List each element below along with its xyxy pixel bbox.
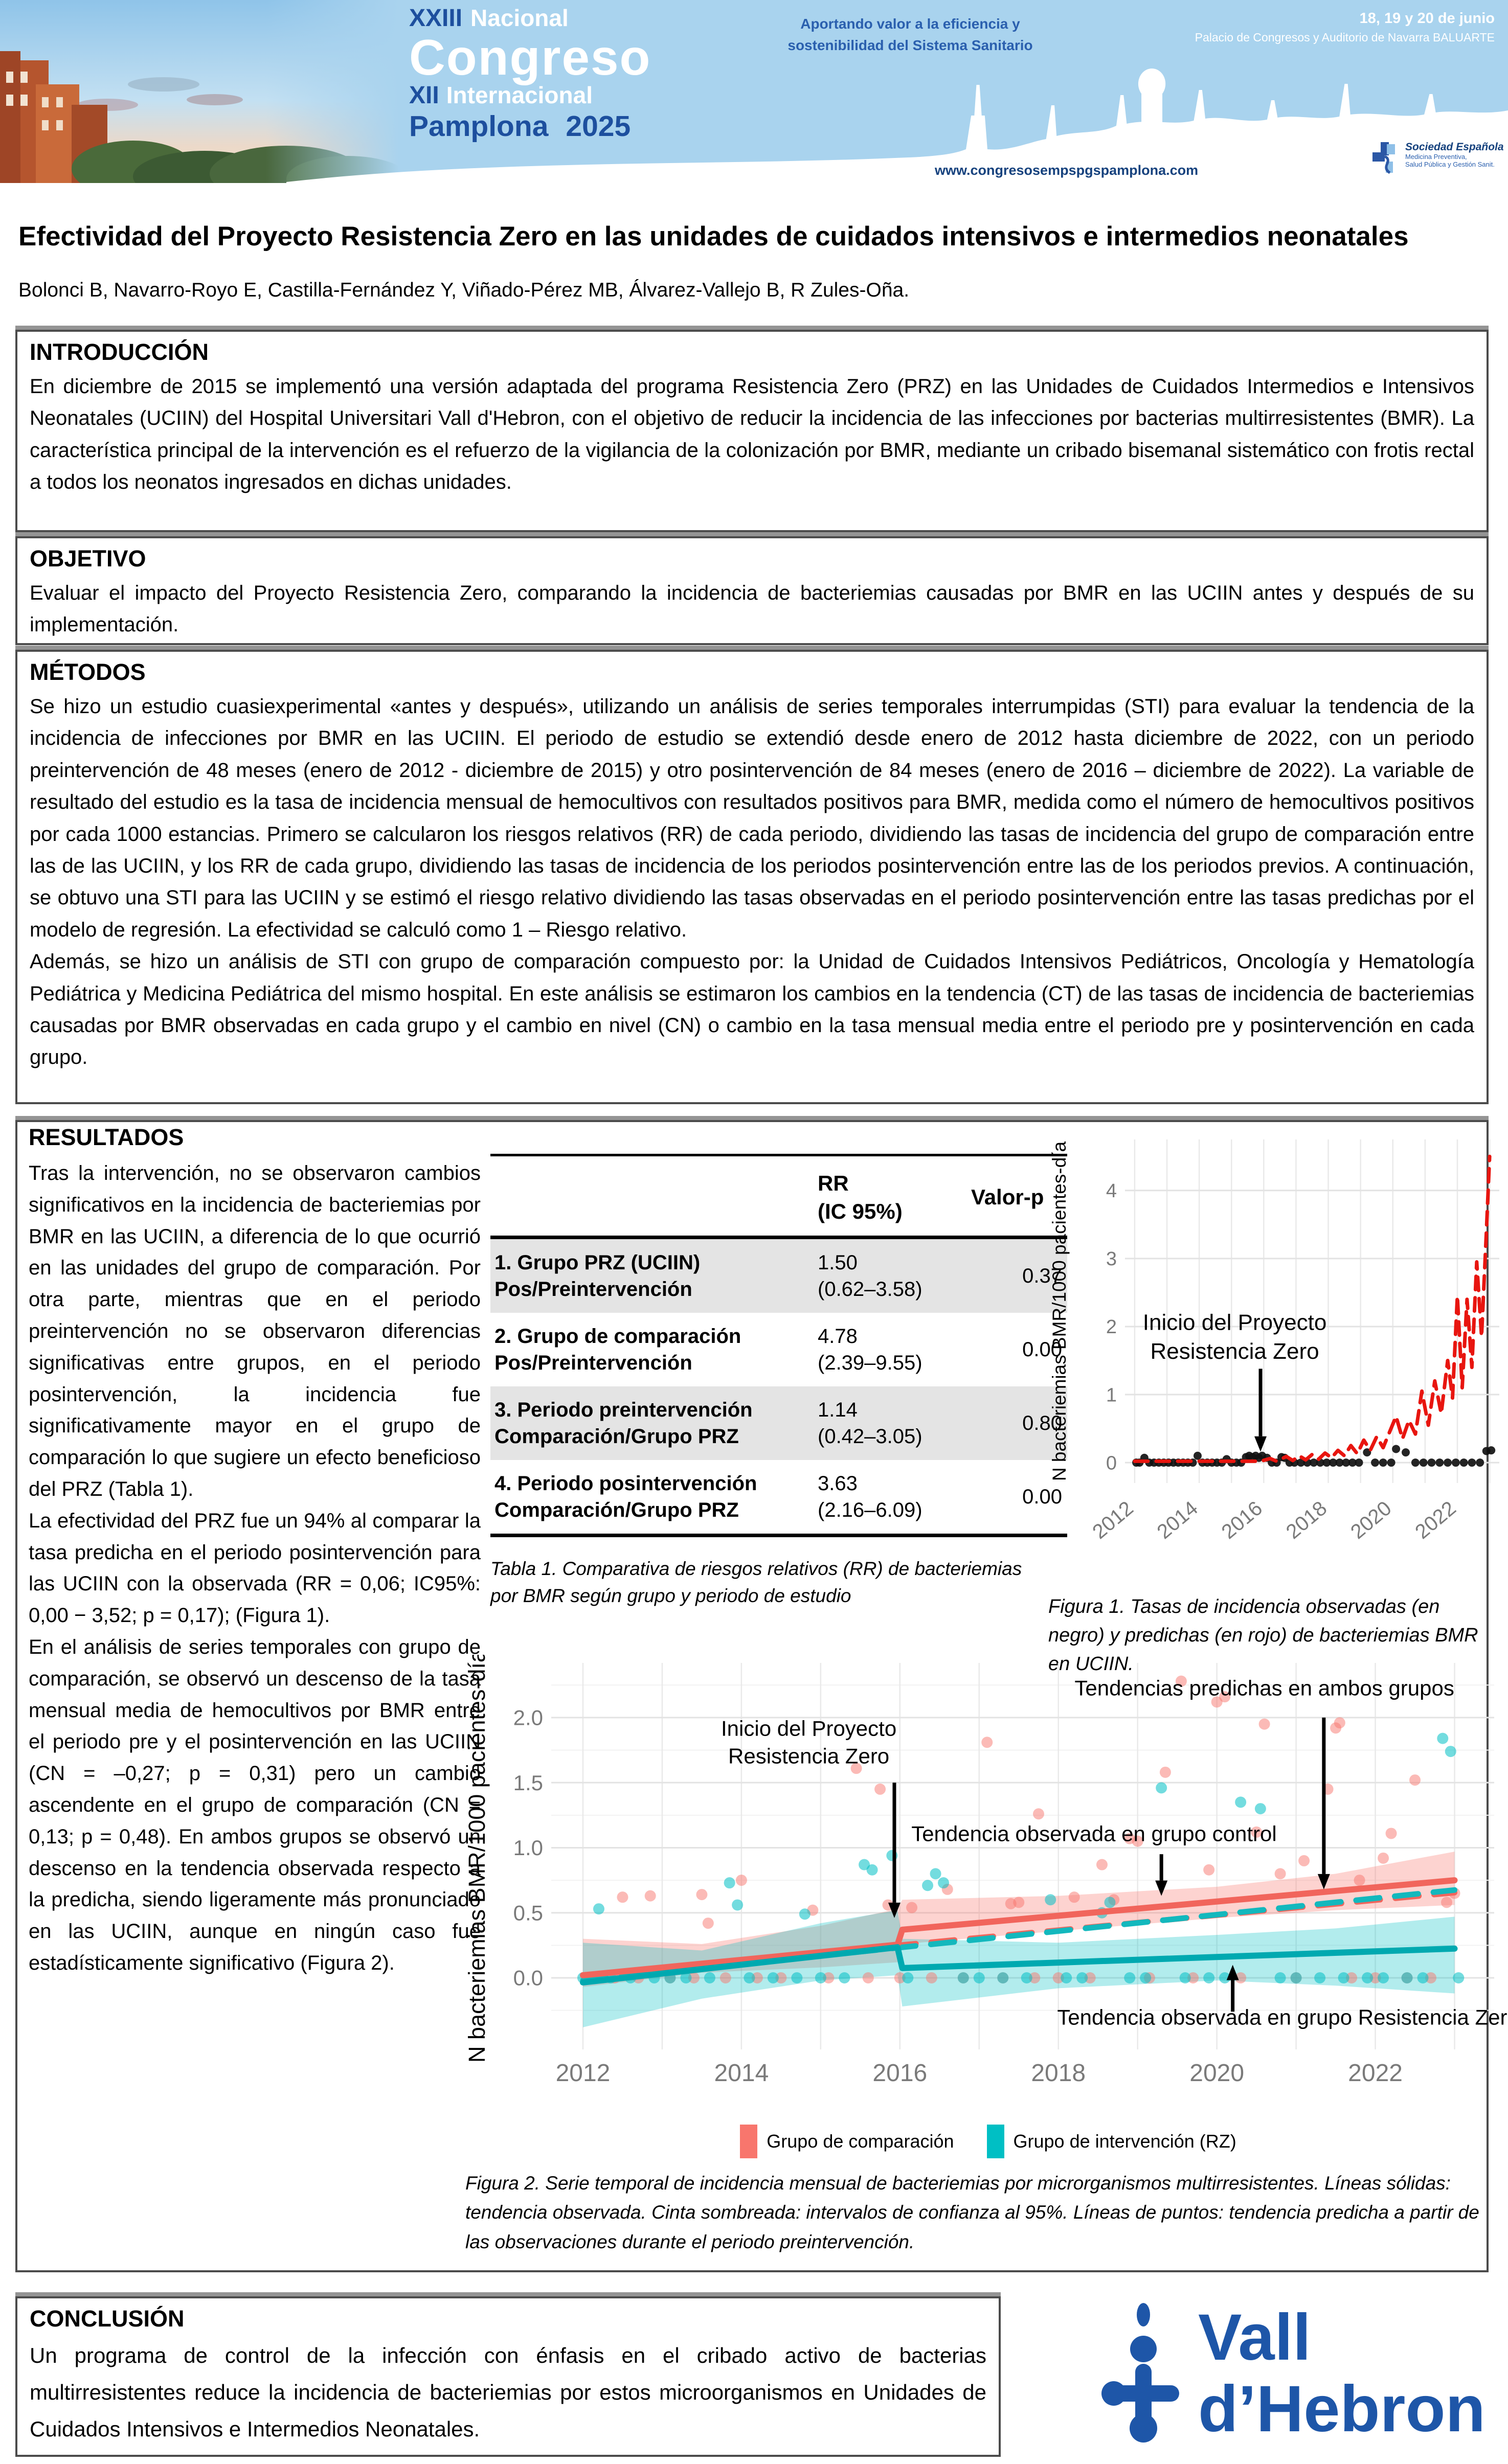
congress-tagline: Aportando valor a la eficiencia y sosten… [787,16,1033,53]
svg-text:1: 1 [1106,1384,1117,1406]
section-resultados: RESULTADOS Tras la intervención, no se o… [15,1120,1508,2272]
table-row: 1. Grupo PRZ (UCIIN) Pos/Preintervención … [490,1239,1067,1313]
legend-item-intervencion: Grupo de intervención (RZ) [986,2125,1236,2158]
figure-1: 0 1 2 3 4 2012 2014 2016 2018 2020 2022 Inicio del … [1048,1125,1508,1679]
legend-swatch-comparacion [740,2125,758,2158]
svg-text:2018: 2018 [1282,1497,1331,1543]
resultados-paragraph-3: En el análisis de series temporales con … [29,1635,481,1974]
vall-dhebron-logo: Vall d’Hebron [1101,2301,1486,2443]
congress-logo: XXIII Nacional Congreso XII Internacional … [409,6,651,141]
svg-text:2012: 2012 [556,2060,611,2087]
section-introduccion: INTRODUCCIÓN En diciembre de 2015 se imp… [15,330,1489,532]
resultados-text-column: Tras la intervención, no se observaron c… [29,1158,481,1979]
section-heading: OBJETIVO [30,545,146,572]
table-1-caption: Tabla 1. Comparativa de riesgos relativo… [490,1558,1022,1606]
table-row: 3. Periodo preintervención Comparación/Gr… [490,1386,1067,1461]
svg-text:0: 0 [1106,1452,1117,1474]
svg-text:Inicio del Proyecto: Inicio del Proyecto [721,1717,896,1741]
resultados-paragraph-1: Tras la intervención, no se observaron c… [29,1162,481,1500]
figure-1-chart: 0 1 2 3 4 2012 2014 2016 2018 2020 2022 Inicio del … [1049,1139,1499,1543]
logo-text-line1: Vall [1198,2301,1311,2374]
figure-1-caption: Figura 1. Tasas de incidencia observadas… [1048,1596,1478,1675]
objetivo-text: Evaluar el impacto del Proyecto Resisten… [30,582,1474,636]
section-metodos: MÉTODOS Se hizo un estudio cuasiexperime… [15,650,1489,1104]
svg-text:2022: 2022 [1411,1497,1460,1543]
legend-swatch-intervencion [986,2125,1004,2158]
skyline-silhouette-graphic [880,69,1508,183]
poster-authors: Bolonci B, Navarro-Royo E, Castilla-Fern… [18,279,910,301]
table-row: 2. Grupo de comparación Pos/Preintervenci… [494,1325,1062,1375]
table-1: RR (IC 95%) Valor-p 1. Grupo PRZ (UCIIN) P… [490,1154,1067,1538]
svg-text:2018: 2018 [1031,2060,1086,2087]
table-row: 4. Periodo posintervención Comparación/Gr… [490,1460,1067,1538]
poster-title: Efectividad del Proyecto Resistencia Zer… [18,221,1409,252]
legend-item-comparacion: Grupo de comparación [740,2125,954,2158]
congress-edition-national: XXIII Nacional [409,5,569,32]
section-heading: INTRODUCCIÓN [30,339,209,365]
svg-text:3: 3 [1106,1248,1117,1270]
section-heading: RESULTADOS [29,1124,184,1150]
metodos-paragraph-2: Además, se hizo un análisis de STI con g… [30,950,1474,1069]
section-heading: CONCLUSIÓN [30,2306,185,2332]
svg-text:2014: 2014 [1153,1497,1202,1543]
congress-banner: XXIII Nacional Congreso XII Internacional … [0,0,1508,183]
svg-text:2016: 2016 [1218,1497,1267,1543]
section-conclusion: CONCLUSIÓN Un programa de control de la … [15,2296,1001,2457]
table-header-row: RR (IC 95%) Valor-p [490,1156,1067,1240]
svg-text:N bacteriemias BMR/1000 pacien: N bacteriemias BMR/1000 pacientes-día [465,1655,490,2063]
logo-text-line2: d’Hebron [1198,2372,1486,2443]
svg-text:Tendencia observada en grupo c: Tendencia observada en grupo control [911,1822,1277,1846]
congress-city-year: Pamplona 2025 [409,109,631,143]
sempspgs-logo: Sociedad Española Medicina Preventiva, S… [1371,141,1504,178]
figure-2: 0.0 0.5 1.0 1.5 2.0 2012 2014 2016 2018 2020 2022 I… [464,1649,1508,2256]
section-objetivo: OBJETIVO Evaluar el impacto del Proyecto… [15,536,1489,645]
figure-2-chart: 0.0 0.5 1.0 1.5 2.0 2012 2014 2016 2018 2020 2022 I… [464,1649,1508,2087]
svg-text:2012: 2012 [1088,1497,1137,1543]
figure-2-legend: Grupo de comparación Grupo de intervenci… [465,2125,1508,2158]
conclusion-text: Un programa de control de la infección c… [30,2343,986,2442]
congress-venue: Palacio de Congresos y Auditorio de Nava… [1195,31,1495,44]
svg-text:N bacteriemias BMR/1000 pacien: N bacteriemias BMR/1000 pacientes-día [1049,1141,1070,1481]
svg-text:Tendencias predichas en ambos: Tendencias predichas en ambos grupos [1074,1676,1454,1700]
introduccion-text: En diciembre de 2015 se implementó una v… [30,375,1474,494]
svg-text:2: 2 [1106,1316,1117,1338]
svg-text:4: 4 [1106,1180,1117,1202]
edition-number: XXIII [409,5,463,32]
svg-text:Resistencia Zero: Resistencia Zero [728,1744,889,1768]
svg-text:1.0: 1.0 [513,1836,543,1860]
svg-text:1.5: 1.5 [513,1771,543,1795]
sempspgs-cross-icon [1372,142,1395,174]
metodos-text: Se hizo un estudio cuasiexperimental «an… [30,691,1474,1074]
svg-text:Tendencia observada en grupo R: Tendencia observada en grupo Resistencia… [1057,2005,1508,2029]
svg-text:2020: 2020 [1346,1497,1396,1543]
congress-dates: 18, 19 y 20 de junio [1359,10,1495,27]
figure-2-caption: Figura 2. Serie temporal de incidencia m… [465,2173,1479,2252]
svg-text:0.5: 0.5 [513,1901,543,1925]
sempspgs-text: Sociedad Española Medicina Preventiva, S… [1405,141,1504,169]
svg-text:2.0: 2.0 [513,1706,543,1730]
congress-website-link[interactable]: www.congresosempspgspamplona.com [935,163,1199,178]
svg-text:2016: 2016 [872,2060,927,2087]
svg-text:0.0: 0.0 [513,1966,543,1990]
congress-word: Congreso [409,29,651,85]
svg-text:Inicio del Proyecto: Inicio del Proyecto [1143,1310,1327,1335]
congress-edition-intl: XII Internacional [409,81,593,109]
resultados-paragraph-2: La efectividad del PRZ fue un 94% al com… [29,1509,481,1627]
svg-text:2014: 2014 [714,2060,769,2087]
metodos-paragraph-1: Se hizo un estudio cuasiexperimental «an… [30,695,1474,941]
pamplona-photo [0,0,399,183]
svg-text:Resistencia Zero: Resistencia Zero [1150,1339,1319,1364]
section-heading: MÉTODOS [30,659,146,685]
svg-text:2022: 2022 [1348,2060,1403,2087]
svg-text:2020: 2020 [1189,2060,1244,2087]
